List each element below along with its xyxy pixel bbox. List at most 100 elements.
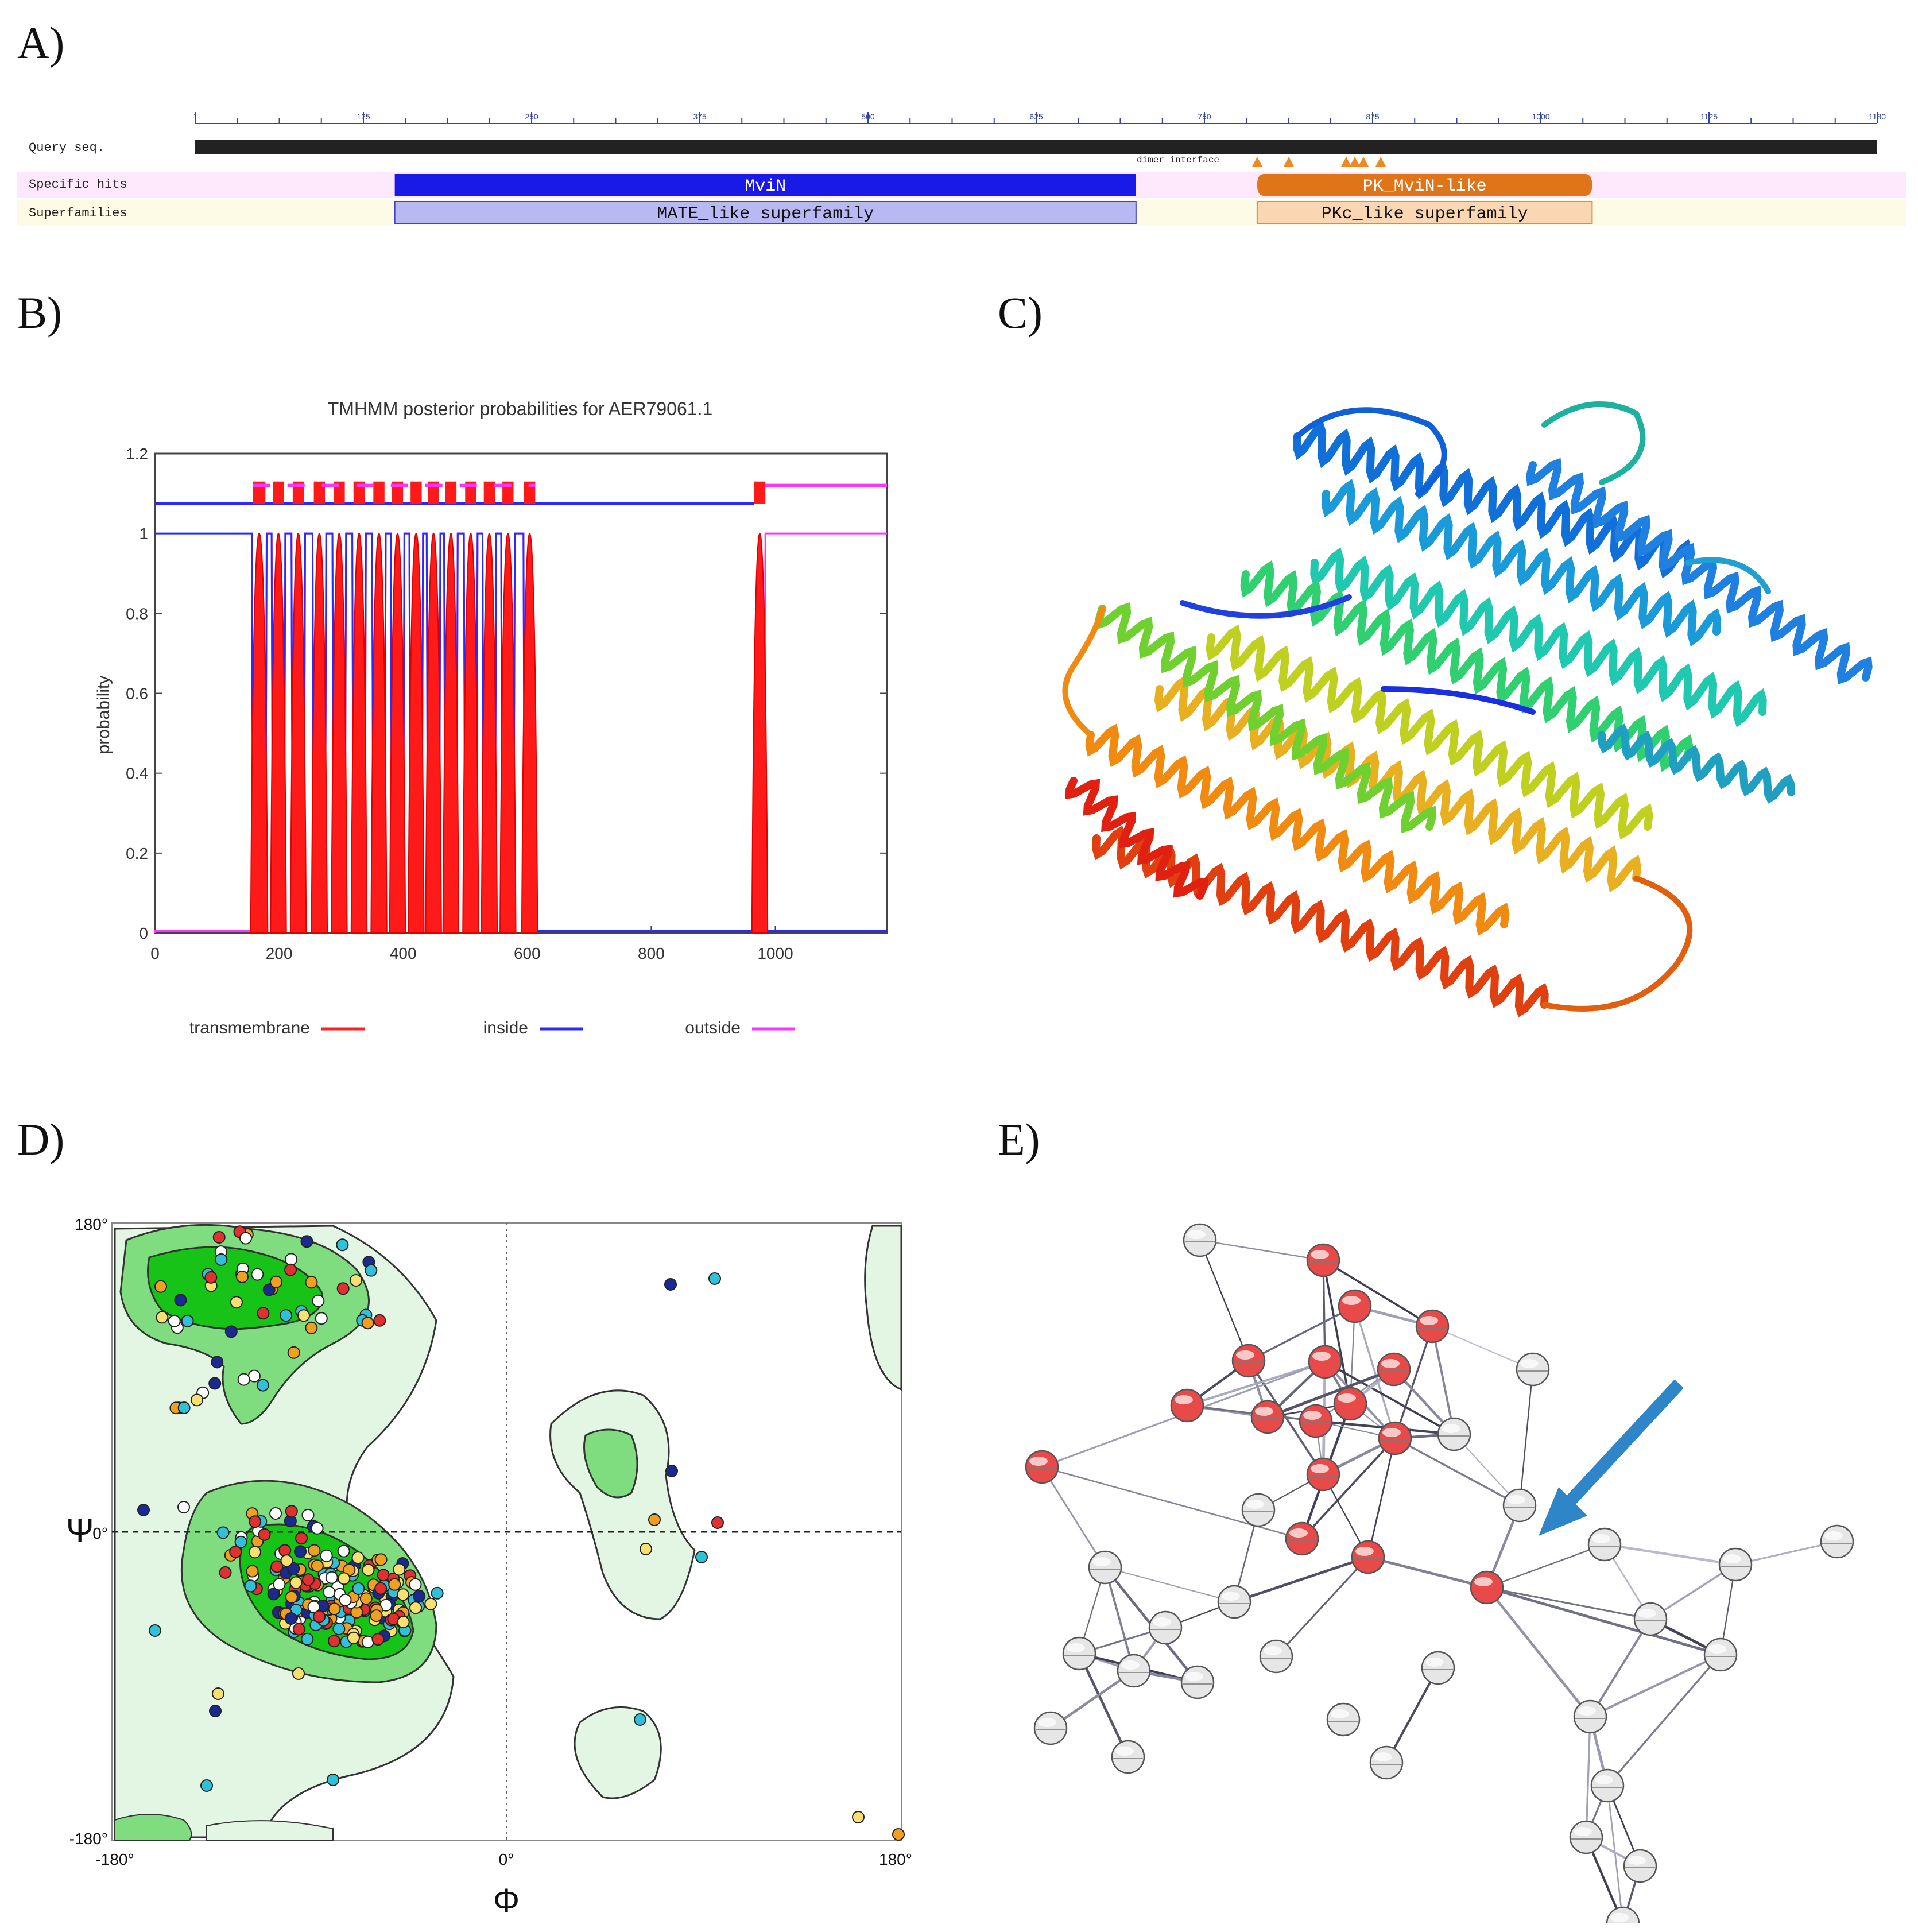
residue-point (325, 1571, 338, 1584)
residue-point (327, 1774, 339, 1786)
network-edge (1041, 1466, 1106, 1568)
residue-point (251, 1268, 264, 1281)
specific-hit-bar (1257, 174, 1592, 196)
x-tick-label: 200 (266, 944, 293, 962)
residue-point (257, 1307, 270, 1320)
specific-hit-label: PK_MviN-like (1363, 177, 1487, 196)
transmembrane-peak (331, 533, 348, 934)
row-label-query: Query seq. (29, 141, 104, 155)
residue-point (852, 1811, 865, 1823)
residue-point (294, 1545, 307, 1558)
residue-point (246, 1565, 259, 1578)
alpha-helix (1065, 777, 1208, 900)
residue-point (149, 1624, 161, 1637)
residue-point (374, 1553, 388, 1566)
network-node (1183, 1223, 1217, 1257)
network-edge (1735, 1540, 1838, 1566)
highlight-arrow (1539, 1379, 1684, 1536)
residue-point (409, 1601, 422, 1614)
network-edge (1486, 1586, 1651, 1620)
legend-label: inside (483, 1019, 528, 1037)
network-node (1623, 1849, 1657, 1883)
transmembrane-peak (425, 533, 442, 934)
network-node (1088, 1550, 1122, 1585)
residue-point (350, 1274, 362, 1287)
transmembrane-peak (521, 533, 538, 934)
ruler-tick-label: 1 (193, 112, 197, 121)
residue-point (374, 1582, 388, 1595)
row-label-superfamilies: Superfamilies (29, 206, 127, 220)
residue-point (229, 1546, 242, 1558)
network-edge (1606, 1654, 1722, 1787)
network-edge (1589, 1618, 1652, 1718)
network-edge (1187, 1361, 1326, 1407)
network-node (1718, 1547, 1753, 1582)
residue-point (137, 1504, 150, 1516)
residue-point (200, 1779, 213, 1792)
residue-point (664, 1278, 677, 1291)
residue-point (285, 1590, 298, 1604)
network-edge (1322, 1260, 1351, 1404)
network-edge (1049, 1670, 1135, 1729)
loop-segment (1541, 401, 1646, 485)
superfamily-bar (394, 201, 1137, 224)
residue-point (388, 1578, 401, 1591)
chart-legend: transmembrane inside outside (189, 1019, 795, 1037)
highlighted-node (1285, 1521, 1319, 1556)
network-edge (1248, 1305, 1355, 1362)
residue-point (365, 1264, 378, 1277)
residue-point (339, 1593, 352, 1606)
site-marker (1284, 157, 1294, 167)
residue-point (338, 1572, 351, 1585)
loop-segment (1381, 686, 1536, 715)
residue-point (269, 1507, 282, 1520)
superfamily-bar (1256, 201, 1593, 224)
residue-point (301, 1632, 314, 1646)
residue-point (295, 1532, 308, 1545)
alpha-helix (1293, 420, 1692, 579)
network-node (1502, 1488, 1537, 1523)
highlighted-node (1170, 1388, 1204, 1423)
network-node (1062, 1636, 1096, 1671)
network-node (1117, 1654, 1151, 1688)
network-edge (1234, 1555, 1369, 1604)
network-node (1259, 1639, 1293, 1674)
residue-point (273, 1578, 286, 1591)
y-tick-label: 0.2 (126, 845, 148, 862)
residue-point (262, 1283, 276, 1296)
alpha-helix (1240, 560, 1694, 772)
residue-point (397, 1616, 410, 1629)
highlighted-node (1025, 1450, 1059, 1484)
residue-point (371, 1633, 385, 1646)
specific-hit-bar (394, 174, 1136, 196)
residue-point (284, 1612, 297, 1625)
domain-bars: MviN PK_MviN-like MATE_like superfamily PKc… (394, 174, 1593, 224)
residue-point (311, 1521, 324, 1535)
protein-structure-image (1062, 401, 1873, 1017)
residue-point (352, 1582, 365, 1595)
network-edge (1432, 1326, 1533, 1370)
residue-point (351, 1551, 365, 1565)
network-edge (1394, 1326, 1433, 1439)
chart-title: TMHMM posterior probabilities for AER790… (328, 398, 713, 419)
residue-point (174, 1294, 187, 1307)
network-node (1111, 1740, 1145, 1774)
psi-tick-top: 180° (75, 1215, 108, 1233)
specific-hit-label: MviN (745, 177, 786, 196)
network-edge (1518, 1369, 1534, 1506)
residue-point (297, 1309, 310, 1322)
network-edge (1606, 1785, 1624, 1923)
network-node (1703, 1637, 1738, 1672)
network-edge (1486, 1586, 1591, 1718)
transmembrane-peak (751, 533, 769, 934)
network-edge (1367, 1555, 1487, 1589)
network-nodes (1025, 1223, 1854, 1923)
phi-tick-right: 180° (879, 1850, 912, 1868)
transmembrane-peak (270, 533, 287, 934)
y-axis-label: probability (94, 676, 113, 754)
residue-point (370, 1609, 383, 1623)
psi-tick-bottom: -180° (69, 1830, 108, 1848)
transmembrane-peak (370, 533, 388, 934)
alpha-helix (1321, 478, 1722, 647)
residue-point (305, 1321, 318, 1334)
